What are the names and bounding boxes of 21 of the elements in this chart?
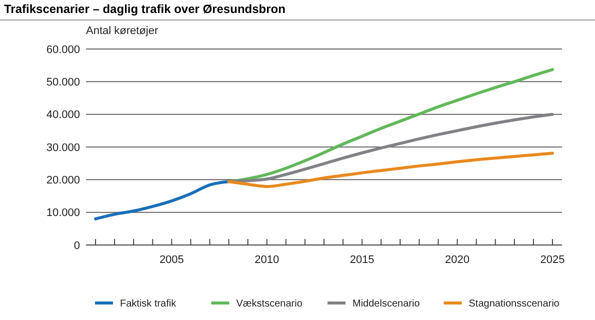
line-series bbox=[227, 152, 554, 188]
y-tick-label: 40.000 bbox=[46, 109, 80, 122]
line-series bbox=[94, 180, 230, 220]
y-axis-title: Antal køretøjer bbox=[86, 25, 158, 37]
legend-label: Vækstscenario bbox=[236, 298, 303, 310]
legend-label: Middelscenario bbox=[352, 298, 420, 310]
line-series bbox=[227, 112, 554, 184]
chart-title: Trafikscenarier – daglig trafik over Øresundsbron bbox=[4, 2, 286, 16]
y-tick-label: 60.000 bbox=[46, 44, 80, 56]
y-tick-label: 20.000 bbox=[46, 174, 80, 187]
x-tick-label: 2010 bbox=[254, 254, 280, 266]
x-tick-label: 2005 bbox=[159, 254, 184, 266]
x-tick-label: 2015 bbox=[350, 254, 374, 266]
x-tick-label: 2025 bbox=[540, 254, 565, 266]
y-tick-label: 30.000 bbox=[46, 142, 80, 154]
y-tick-label: 50.000 bbox=[46, 76, 80, 89]
y-tick-label: 10.000 bbox=[46, 207, 80, 220]
x-tick-label: 2020 bbox=[445, 254, 470, 266]
y-tick-label: 0 bbox=[74, 240, 80, 252]
legend-label: Stagnationsscenario bbox=[468, 298, 560, 310]
legend-label: Faktisk trafik bbox=[120, 298, 178, 310]
